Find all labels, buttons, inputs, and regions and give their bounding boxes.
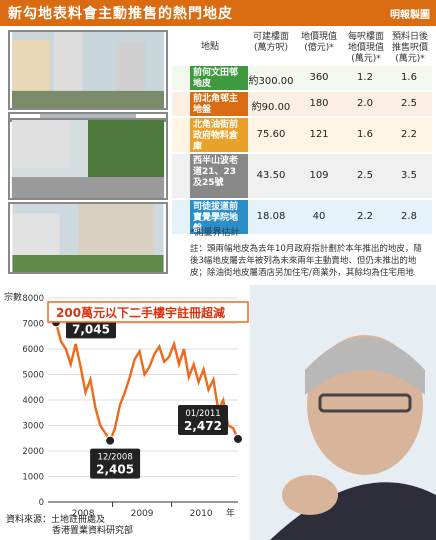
y-tick-label: 6000 (22, 345, 44, 355)
row-future: 2.8 (401, 211, 417, 222)
row-value: 180 (309, 98, 329, 109)
row-per-ft: 1.6 (357, 129, 373, 140)
source-line-1: 資料來源：土地註冊處及 (6, 515, 106, 525)
photo-stubbs-road (8, 202, 168, 274)
x-axis-label: 年 (226, 507, 235, 519)
table-row: 司徒拔道前寶覺學院地盤 18.08 40 2.2 2.8 (172, 200, 432, 234)
row-future: 2.2 (401, 129, 417, 140)
row-name: 前北角邨主地盤 (190, 92, 248, 116)
chart-title: 200萬元以下二手樓宇註冊超減 (56, 305, 225, 320)
annotation-value: 2,472 (184, 419, 222, 433)
table-row: 前何文田邨地皮 約300.00 360 1.2 1.6 (172, 66, 432, 90)
row-value: 109 (309, 170, 329, 181)
row-area: 18.08 (256, 211, 286, 222)
photo-ho-man-tin (8, 30, 168, 110)
source-line-2: 香港置業資料研究部 (52, 526, 134, 536)
page-title: 新勾地表料會主動推售的熱門地皮 (8, 6, 233, 22)
row-area: 約90.00 (251, 102, 291, 113)
y-tick-label: 3000 (22, 422, 44, 432)
y-tick-label: 5000 (22, 371, 44, 381)
y-tick-label: 8000 (22, 294, 44, 304)
table-row: 北角油街前政府物料倉庫 75.60 121 1.6 2.2 (172, 118, 432, 152)
col-header-future: 預料日後推售呎價(萬元)* (391, 32, 428, 64)
annotation-value: 7,045 (72, 322, 110, 336)
y-axis-label: 宗數 (4, 291, 22, 303)
annotation-point (105, 435, 116, 446)
line-chart: 0 1000 2000 3000 4000 5000 6000 7000 8000 2008 20… (4, 291, 249, 519)
title-banner: 新勾地表料會主動推售的熱門地皮 明報製圖 (0, 0, 436, 26)
col-header-area: 可建樓面(萬方呎) (252, 32, 289, 53)
col-header-per-ft: 每呎樓面地價現值(萬元)* (347, 32, 384, 64)
row-value: 360 (309, 72, 329, 83)
y-tick-label: 2000 (22, 447, 44, 457)
annotation-value: 2,405 (96, 463, 134, 477)
x-tick-label: 2009 (131, 509, 154, 519)
row-name: 西半山波老道21、23及25號 (190, 154, 248, 198)
x-tick-label: 2008 (72, 509, 95, 519)
col-header-value: 地價現值(億元)* (300, 32, 337, 53)
annotation-date: 12/2008 (97, 453, 132, 463)
table-note: 註：頭兩幅地皮為去年10月政府指計劃於本年推出的地皮，隨後3幅地皮屬去年被列為未… (190, 244, 422, 278)
portrait-image (250, 285, 436, 540)
row-name: 司徒拔道前寶覺學院地盤 (190, 200, 248, 234)
col-header-location: 地點 (200, 42, 219, 52)
photo-oil-street (8, 118, 168, 200)
table-row: 西半山波老道21、23及25號 43.50 109 2.5 3.5 (172, 154, 432, 198)
row-value: 40 (312, 211, 326, 222)
annotation-point (233, 433, 243, 444)
annotation-date: 01/2011 (185, 409, 220, 419)
row-area: 約300.00 (248, 76, 294, 87)
y-tick-label: 7000 (22, 320, 44, 330)
y-tick-label: 0 (39, 498, 44, 508)
row-value: 121 (309, 129, 329, 140)
row-area: 75.60 (256, 129, 286, 140)
row-per-ft: 2.5 (357, 170, 373, 181)
table-footnote: *測量界估計 (190, 228, 240, 238)
row-future: 1.6 (401, 72, 417, 83)
row-future: 2.5 (401, 98, 417, 109)
row-per-ft: 1.2 (357, 72, 373, 83)
table-row: 前北角邨主地盤 約90.00 180 2.0 2.5 (172, 92, 432, 116)
credit-label: 明報製圖 (390, 10, 430, 21)
row-per-ft: 2.2 (357, 211, 373, 222)
y-tick-label: 4000 (22, 396, 44, 406)
annotation-box (178, 404, 228, 435)
row-name: 前何文田邨地皮 (190, 66, 248, 90)
y-tick-label: 1000 (22, 473, 44, 483)
series-line (54, 322, 240, 444)
row-area: 43.50 (256, 170, 286, 181)
row-per-ft: 2.0 (357, 98, 373, 109)
row-future: 3.5 (401, 170, 417, 181)
row-name: 北角油街前政府物料倉庫 (190, 118, 248, 152)
x-tick-label: 2010 (190, 509, 213, 519)
annotation-box (90, 448, 141, 479)
data-source: 資料來源：土地註冊處及 香港置業資料研究部 (6, 515, 133, 537)
chart-title-box (47, 301, 249, 323)
